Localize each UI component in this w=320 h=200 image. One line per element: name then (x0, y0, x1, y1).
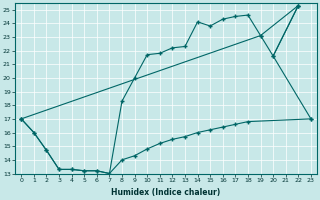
X-axis label: Humidex (Indice chaleur): Humidex (Indice chaleur) (111, 188, 221, 197)
